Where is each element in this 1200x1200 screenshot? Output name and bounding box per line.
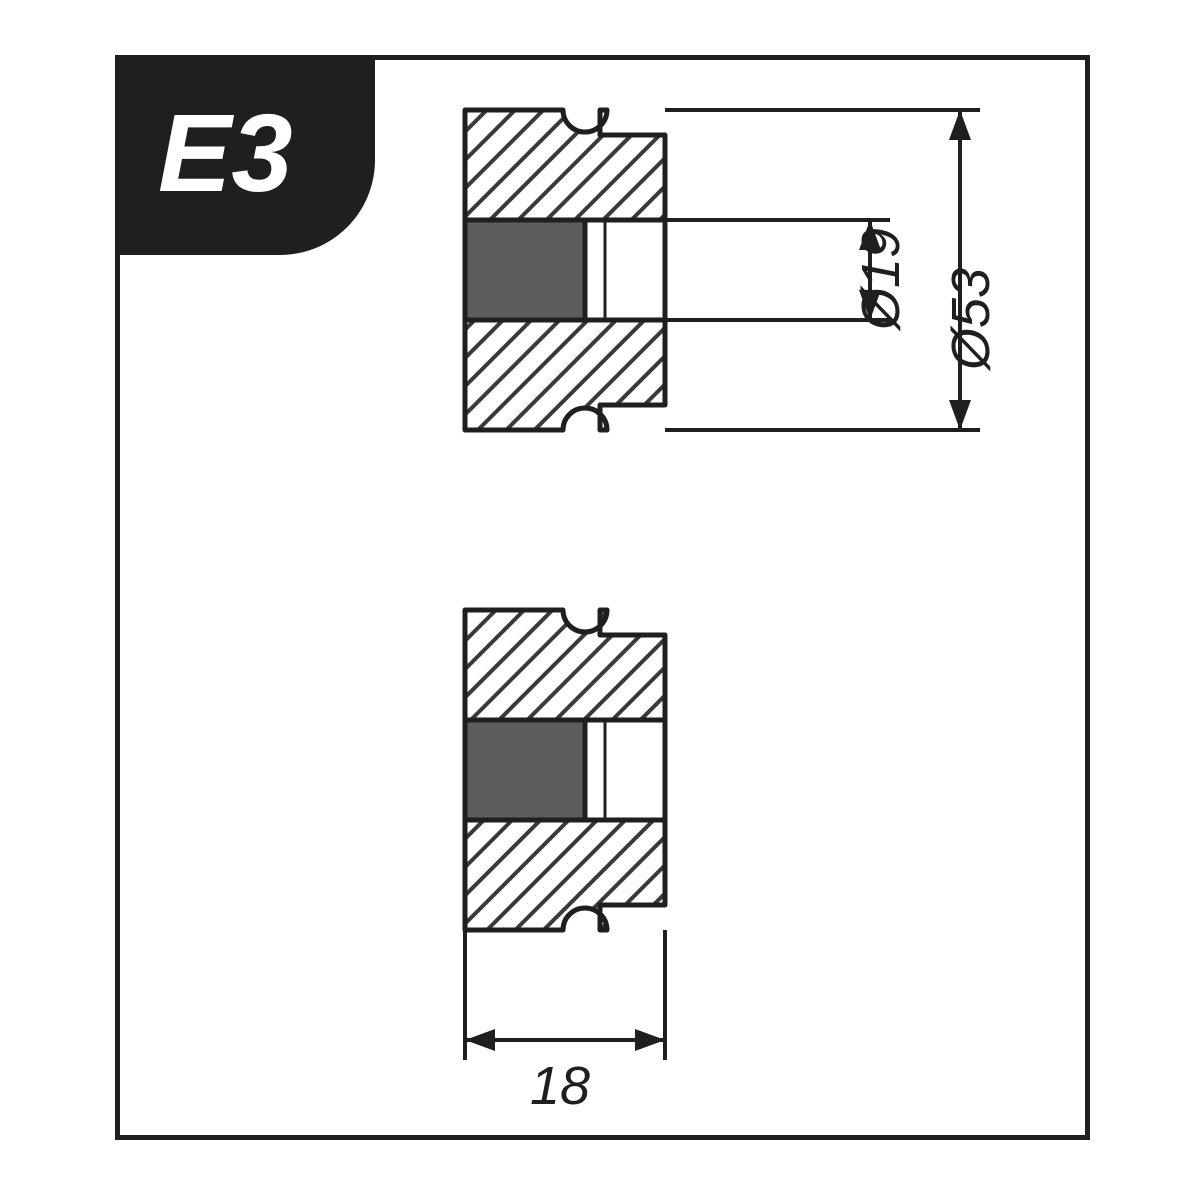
- dimension-width: 18: [530, 1055, 590, 1117]
- technical-drawing: [0, 0, 1200, 1200]
- dimension-bore-diameter: Ø19: [850, 228, 912, 330]
- dimension-outer-diameter: Ø53: [940, 268, 1002, 370]
